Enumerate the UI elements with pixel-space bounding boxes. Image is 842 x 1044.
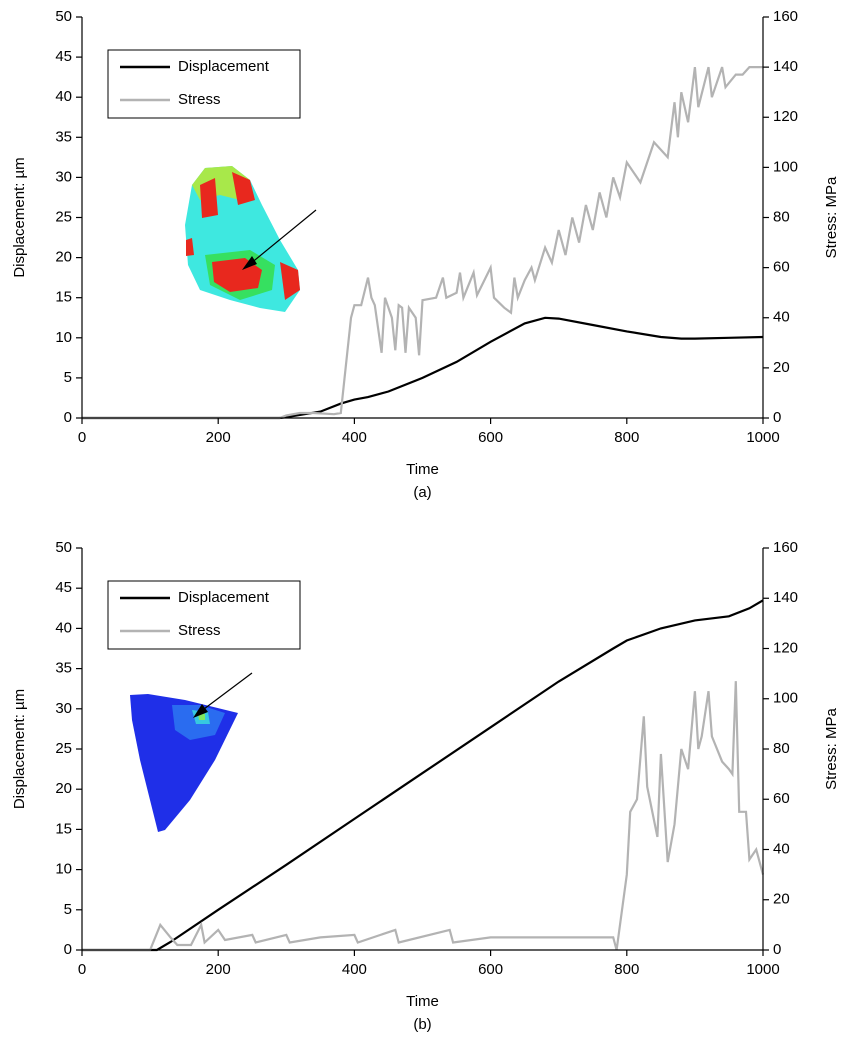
y2-tick-label: 80 [773, 208, 790, 225]
y2-tick-label: 120 [773, 108, 798, 125]
legend-label: Stress [178, 91, 221, 108]
y-tick-label: 50 [55, 8, 72, 25]
legend-box [107, 580, 301, 650]
y-tick-label: 5 [64, 901, 72, 918]
y-tick-label: 0 [64, 941, 72, 958]
y-tick-label: 30 [55, 168, 72, 185]
y-tick-label: 40 [55, 619, 72, 636]
legend-label: Displacement [178, 58, 270, 75]
x-tick-label: 400 [342, 961, 367, 978]
y-tick-label: 30 [55, 700, 72, 717]
caption: (b) [413, 1016, 431, 1033]
legend-label: Displacement [178, 589, 270, 606]
y-tick-label: 15 [55, 289, 72, 306]
x-tick-label: 600 [478, 429, 503, 446]
y-tick-label: 35 [55, 660, 72, 677]
y-tick-label: 15 [55, 820, 72, 837]
data-line [82, 599, 764, 952]
y-tick-label: 10 [55, 861, 72, 878]
x-tick-label: 200 [206, 429, 231, 446]
y-tick-label: 50 [55, 539, 72, 556]
y2-tick-label: 60 [773, 790, 790, 807]
y2-tick-label: 20 [773, 891, 790, 908]
y-tick-label: 25 [55, 208, 72, 225]
y-tick-label: 20 [55, 249, 72, 266]
y-tick-label: 40 [55, 88, 72, 105]
x-axis-label: Time [406, 461, 439, 478]
y2-tick-label: 100 [773, 690, 798, 707]
x-tick-label: 0 [78, 961, 86, 978]
x-tick-label: 1000 [746, 429, 779, 446]
y2-tick-label: 0 [773, 409, 781, 426]
y2-tick-label: 40 [773, 309, 790, 326]
data-line [82, 66, 763, 420]
x-tick-label: 400 [342, 429, 367, 446]
y-tick-label: 0 [64, 409, 72, 426]
y2-tick-label: 40 [773, 840, 790, 857]
y2-tick-label: 160 [773, 539, 798, 556]
y2-tick-label: 140 [773, 589, 798, 606]
legend-label: Stress [178, 622, 221, 639]
x-tick-label: 800 [614, 961, 639, 978]
data-line [82, 316, 764, 420]
x-axis-label: Time [406, 993, 439, 1010]
y-tick-label: 45 [55, 579, 72, 596]
legend-box [107, 49, 301, 119]
y2-tick-label: 0 [773, 941, 781, 958]
y2-axis-label: Stress: MPa [823, 707, 840, 789]
y-tick-label: 45 [55, 48, 72, 65]
x-tick-label: 200 [206, 961, 231, 978]
inset-a [185, 166, 317, 312]
y2-tick-label: 120 [773, 639, 798, 656]
inset-b [130, 672, 253, 832]
y2-tick-label: 20 [773, 359, 790, 376]
y-tick-label: 20 [55, 780, 72, 797]
y-axis-label: Displacement: µm [11, 689, 28, 809]
y2-axis-label: Stress: MPa [823, 176, 840, 258]
x-tick-label: 600 [478, 961, 503, 978]
y2-tick-label: 80 [773, 740, 790, 757]
y-tick-label: 5 [64, 369, 72, 386]
caption: (a) [413, 484, 431, 501]
y-tick-label: 25 [55, 740, 72, 757]
y2-tick-label: 100 [773, 158, 798, 175]
x-tick-label: 1000 [746, 961, 779, 978]
y-tick-label: 10 [55, 329, 72, 346]
y2-tick-label: 60 [773, 259, 790, 276]
y-axis-label: Displacement: µm [11, 157, 28, 277]
y-tick-label: 35 [55, 128, 72, 145]
x-tick-label: 800 [614, 429, 639, 446]
y2-tick-label: 140 [773, 58, 798, 75]
y2-tick-label: 160 [773, 8, 798, 25]
x-tick-label: 0 [78, 429, 86, 446]
